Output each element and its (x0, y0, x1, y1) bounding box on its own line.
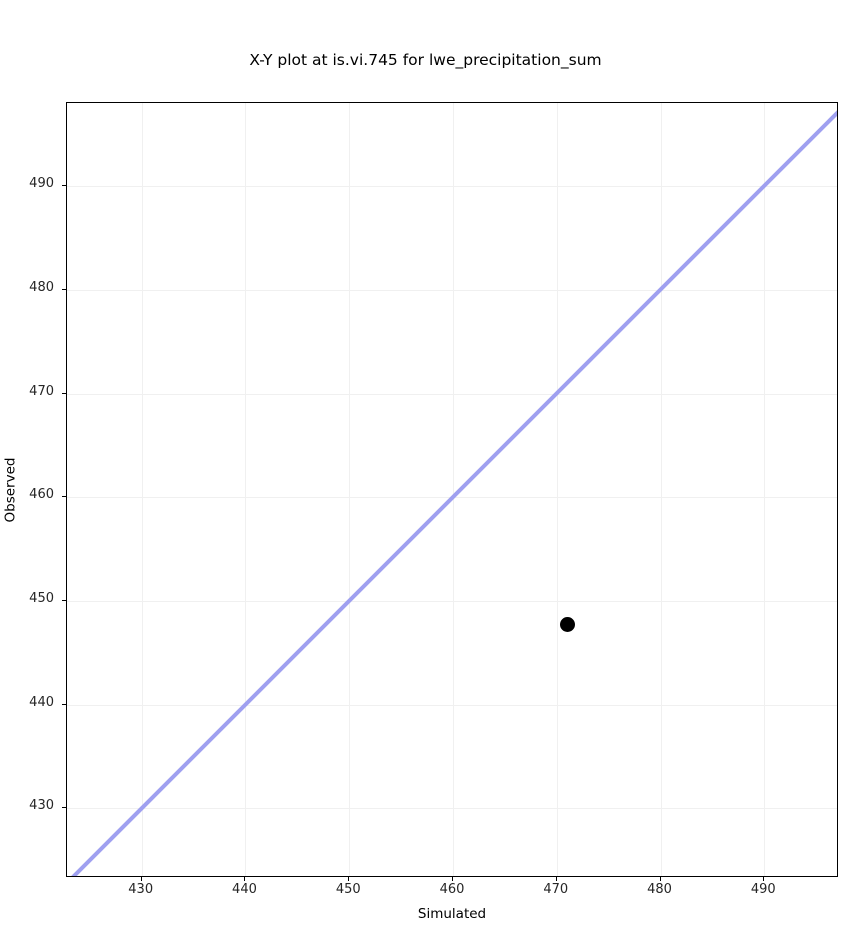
gridline-horizontal (67, 600, 837, 602)
gridline-horizontal (67, 704, 837, 706)
one-to-one-reference-line (67, 109, 837, 876)
x-axis-tick-label: 470 (543, 882, 569, 897)
chart-title-line-1: X-Y plot at is.vi.745 for lwe_precipitat… (249, 51, 602, 69)
x-axis-tick-label: 480 (647, 882, 672, 897)
y-axis-tick-label: 490 (29, 176, 54, 191)
gridline-vertical (453, 103, 454, 876)
gridline-vertical (764, 103, 766, 876)
x-axis-tick (659, 877, 661, 881)
y-axis-tick (62, 807, 66, 809)
y-axis-tick (62, 599, 66, 601)
y-axis-tick (62, 288, 66, 290)
x-axis-tick-label: 490 (750, 882, 776, 897)
gridline-vertical (660, 103, 662, 876)
x-axis-tick-label: 430 (128, 882, 154, 897)
x-axis-tick-label: 440 (232, 882, 257, 897)
gridline-horizontal (67, 393, 837, 395)
gridline-vertical (556, 103, 558, 876)
y-axis-tick-label: 480 (29, 279, 54, 295)
x-axis-tick (348, 877, 350, 881)
y-axis-tick (62, 496, 66, 498)
x-axis-tick (763, 877, 765, 881)
gridline-horizontal (67, 808, 837, 810)
data-point-marker (560, 616, 576, 632)
gridline-vertical (349, 103, 351, 876)
y-axis-label: Observed (2, 457, 19, 522)
x-axis-tick (555, 877, 557, 881)
y-axis-tick-label: 460 (29, 487, 54, 503)
y-axis-tick-label: 450 (29, 590, 54, 606)
y-axis-tick-label: 430 (29, 798, 54, 814)
x-axis-label: Simulated (417, 906, 487, 922)
y-axis-tick (62, 185, 66, 186)
gridline-vertical (245, 103, 247, 876)
gridline-vertical (141, 103, 143, 876)
y-axis-tick-label: 440 (29, 694, 54, 710)
x-axis-tick (244, 877, 246, 881)
y-axis-label-wrapper: Observed (0, 102, 20, 877)
x-axis-tick-label: 450 (335, 882, 361, 897)
y-axis-tick-label: 470 (29, 383, 54, 399)
plot-area (66, 102, 838, 877)
x-axis-tick (140, 877, 142, 881)
gridline-horizontal (67, 186, 837, 187)
x-axis-tick-label: 460 (439, 882, 465, 897)
y-axis-tick (62, 392, 66, 394)
y-axis-tick (62, 703, 66, 705)
gridline-horizontal (67, 289, 837, 291)
x-axis-tick (452, 877, 453, 881)
